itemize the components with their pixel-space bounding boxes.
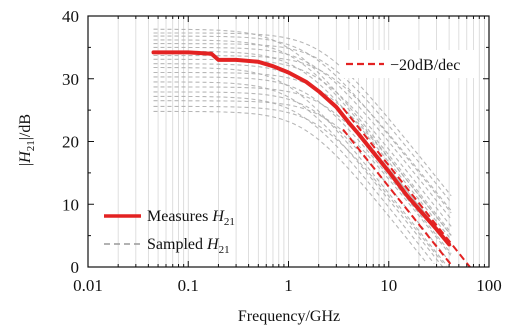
sampled-curve [153, 39, 452, 236]
x-tick-label: 100 [476, 276, 502, 295]
sampled-curve [153, 35, 452, 214]
measured-line [151, 50, 452, 247]
legend-measured: Measures H21 [104, 208, 235, 228]
sampled-curve [153, 95, 435, 265]
legend-sampled: Sampled H21 [104, 236, 230, 256]
legend-slope-label: −20dB/dec [390, 57, 460, 74]
sampled-curve [153, 46, 452, 220]
legend-slope: −20dB/dec [341, 50, 477, 78]
y-tick-label: 40 [62, 7, 79, 26]
sampled-curve [153, 32, 452, 197]
sampled-curve [153, 43, 452, 203]
measured-curve [151, 50, 452, 247]
sampled-curve [153, 81, 444, 268]
y-tick-label: 20 [62, 133, 79, 152]
sampled-curve [153, 28, 452, 234]
sampled-curve [153, 100, 452, 257]
y-tick-label: 10 [62, 195, 79, 214]
legend-measured-label: Measures H21 [147, 208, 235, 228]
y-tick-label: 30 [62, 70, 79, 89]
legend-sampled-label: Sampled H21 [147, 236, 230, 256]
axis-ticks: 0.01 0.1 1 10 100 0 10 20 30 40 [62, 7, 502, 295]
slope-line [342, 128, 454, 268]
slope-line [342, 107, 471, 268]
x-axis-label: Frequency/GHz [238, 308, 340, 325]
sampled-curve [153, 54, 452, 212]
y-tick-label: 0 [71, 258, 80, 277]
x-tick-label: 0.01 [73, 276, 103, 295]
sampled-curve [153, 110, 427, 263]
grid [117, 16, 485, 267]
sampled-curve [153, 58, 452, 227]
y-axis-label: |H21|/dB [17, 114, 37, 166]
sampled-curve [153, 63, 452, 247]
x-tick-label: 1 [284, 276, 293, 295]
slope-lines [342, 107, 471, 268]
sampled-curve [153, 86, 452, 247]
sampled-curve [153, 76, 452, 255]
x-tick-label: 0.1 [178, 276, 199, 295]
x-tick-label: 10 [380, 276, 397, 295]
